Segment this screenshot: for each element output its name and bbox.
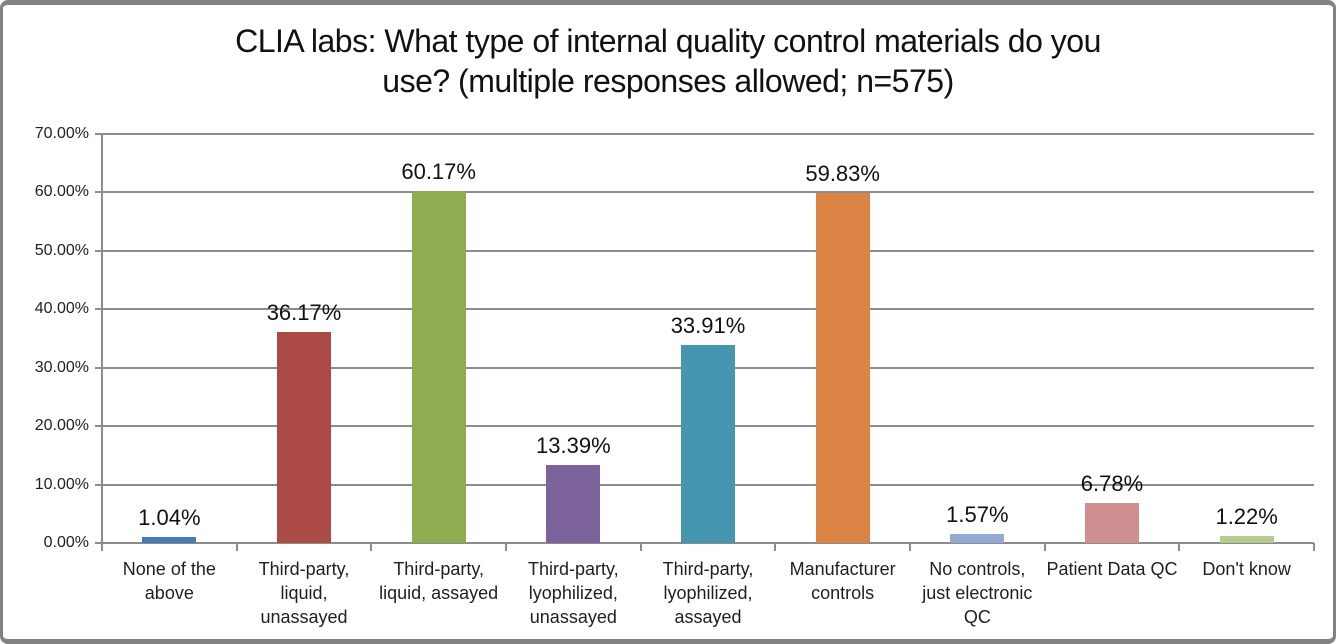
bar-Manufacturer controls [815,193,870,543]
bar-Third-party, lyophilized, unassayed [546,464,601,543]
data-label-Third-party, liquid, unassayed: 36.17% [266,299,342,325]
bar-Third-party, liquid, unassayed [277,331,331,543]
gridline-50.00% [102,249,1314,252]
category-label-line: Third-party, [258,559,350,579]
x-tick-5 [774,543,777,551]
y-tick-30.00% [95,366,102,369]
data-label-Don't know: 1.22% [1215,503,1278,529]
category-label-line: unassayed [529,607,617,627]
category-label-line: None of the [122,559,216,579]
category-label-line: liquid, assayed [379,583,499,603]
category-label-Third-party, liquid, unassayed: Third-party, liquid, unassayed [214,557,394,629]
category-label-line: Patient Data QC [1046,559,1178,579]
x-tick-6 [909,543,911,551]
x-tick-3 [505,543,507,551]
x-tick-8 [1178,543,1181,551]
data-label-Manufacturer controls: 59.83% [805,161,880,187]
x-tick-4 [639,543,642,551]
category-label-line: QC [963,607,991,627]
bar-Third-party, lyophilized, assayed [681,344,735,543]
category-label-Third-party, lyophilized, assayed: Third-party, lyophilized, assayed [618,557,798,629]
gridline-60.00% [102,191,1314,194]
category-label-Third-party, liquid, assayed: Third-party, liquid, assayed [349,557,529,605]
y-tick-20.00% [95,425,102,428]
category-label-line: just electronic [922,583,1033,603]
category-label-line: No controls, [929,559,1026,579]
category-label-No controls, just electronic QC: No controls, just electronic QC [887,557,1067,629]
chart-title: CLIA labs: What type of internal quality… [3,21,1333,101]
y-tick-10.00% [95,483,102,486]
category-label-line: Don't know [1202,559,1291,579]
data-label-Patient Data QC: 6.78% [1080,471,1144,497]
category-label-Manufacturer controls: Manufacturer controls [753,557,933,605]
category-label-Third-party, lyophilized, unassayed: Third-party, lyophilized, unassayed [483,557,663,629]
bar-None of the above [142,536,197,543]
category-label-line: lyophilized, [663,583,753,603]
x-tick-2 [370,543,373,551]
y-tick-60.00% [95,191,102,194]
x-tick-1 [235,543,238,551]
y-tick-50.00% [95,249,102,252]
y-tick-label-70.00%: 70.00% [34,125,89,142]
y-tick-label-40.00%: 40.00% [34,300,89,318]
y-tick-label-50.00%: 50.00% [34,241,89,259]
category-label-line: Third-party, [662,559,754,579]
chart-title-line-1: CLIA labs: What type of internal quality… [235,23,1101,59]
y-axis-line [101,134,103,551]
gridline-70.00% [102,133,1314,135]
y-tick-label-0.00%: 0.00% [43,534,89,551]
category-label-Patient Data QC: Patient Data QC [1022,557,1202,581]
category-label-line: above [144,583,194,603]
category-label-line: Third-party, [527,559,619,579]
category-label-line: unassayed [260,607,348,627]
x-tick-9 [1313,543,1315,551]
category-label-line: Manufacturer [789,559,896,579]
y-tick-label-10.00%: 10.00% [34,475,89,493]
category-label-line: controls [811,583,875,603]
data-label-No controls, just electronic QC: 1.57% [946,501,1009,527]
data-label-Third-party, lyophilized, unassayed: 13.39% [536,432,611,458]
bar-Third-party, liquid, assayed [411,191,466,543]
category-label-line: lyophilized, [528,583,618,603]
category-label-line: liquid, [280,583,328,603]
bar-Patient Data QC [1085,503,1139,543]
category-label-None of the above: None of the above [79,557,259,605]
y-tick-label-30.00%: 30.00% [34,358,89,376]
bar-No controls, just electronic QC [950,533,1005,543]
chart-title-line-2: use? (multiple responses allowed; n=575) [382,63,954,99]
x-axis-line [102,542,1314,544]
y-tick-0.00% [95,542,102,544]
x-tick-7 [1043,543,1046,551]
y-tick-label-20.00%: 20.00% [34,417,89,435]
data-label-Third-party, lyophilized, assayed: 33.91% [670,312,746,338]
category-label-line: Third-party, [393,559,484,579]
y-tick-label-60.00%: 60.00% [34,183,89,201]
category-label-Don't know: Don't know [1157,557,1333,581]
category-label-line: assayed [674,607,742,627]
data-label-Third-party, liquid, assayed: 60.17% [401,159,476,185]
gridline-40.00% [102,308,1314,311]
y-tick-40.00% [95,308,102,311]
y-tick-70.00% [95,133,102,135]
data-label-None of the above: 1.04% [138,504,201,530]
bar-Don't know [1219,535,1274,543]
